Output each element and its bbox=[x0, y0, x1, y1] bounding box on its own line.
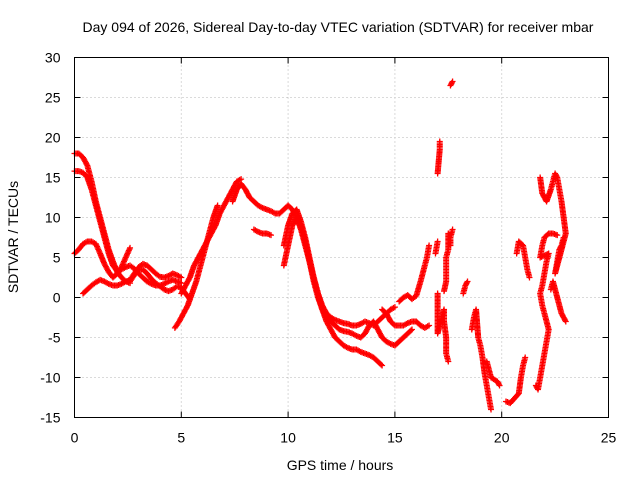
chart-title: Day 094 of 2026, Sidereal Day-to-day VTE… bbox=[83, 19, 594, 35]
y-tick-label: 15 bbox=[45, 170, 61, 186]
x-tick-label: 10 bbox=[280, 430, 296, 446]
data-point bbox=[214, 202, 221, 209]
data-point-fill bbox=[553, 173, 560, 180]
y-tick-label: 10 bbox=[45, 210, 61, 226]
y-tick-label: 30 bbox=[45, 50, 61, 66]
data-point bbox=[379, 362, 386, 369]
data-point-fill bbox=[186, 275, 193, 282]
data-point-fill bbox=[378, 361, 385, 368]
data-point bbox=[426, 322, 433, 329]
data-point bbox=[426, 242, 433, 249]
x-tick-label: 25 bbox=[601, 430, 617, 446]
data-point bbox=[408, 326, 415, 333]
data-point-fill bbox=[183, 303, 190, 310]
series-track-l bbox=[379, 306, 433, 331]
data-point bbox=[434, 238, 441, 245]
data-point bbox=[496, 382, 503, 389]
series-track-g bbox=[178, 176, 245, 297]
data-point-fill bbox=[211, 223, 218, 230]
data-point bbox=[464, 278, 471, 285]
data-point bbox=[445, 358, 452, 365]
y-tick-label: 20 bbox=[45, 130, 61, 146]
x-axis-label: GPS time / hours bbox=[287, 457, 394, 473]
data-point-fill bbox=[557, 243, 564, 250]
y-tick-label: -10 bbox=[40, 370, 60, 386]
data-point bbox=[449, 226, 456, 233]
data-point bbox=[178, 274, 185, 281]
data-point-fill bbox=[562, 317, 569, 324]
data-point bbox=[560, 234, 567, 241]
y-tick-label: -15 bbox=[40, 410, 60, 426]
series-track-c bbox=[71, 238, 134, 281]
data-point-fill bbox=[83, 161, 90, 168]
data-point bbox=[522, 354, 529, 361]
data-point bbox=[449, 78, 456, 85]
y-axis-label: SDTVAR / TECUs bbox=[5, 181, 21, 293]
y-tick-label: 25 bbox=[45, 90, 61, 106]
x-tick-label: 5 bbox=[177, 430, 185, 446]
series-track-k bbox=[280, 206, 415, 349]
data-point bbox=[268, 232, 275, 239]
series-track-f bbox=[171, 202, 221, 331]
x-tick-label: 15 bbox=[387, 430, 403, 446]
series-scatter-20to23 bbox=[502, 170, 569, 407]
x-tick-label: 20 bbox=[494, 430, 510, 446]
data-points bbox=[71, 78, 569, 413]
data-point bbox=[526, 274, 533, 281]
data-point bbox=[391, 304, 398, 311]
data-point bbox=[488, 406, 495, 413]
data-point bbox=[562, 318, 569, 325]
data-point bbox=[127, 244, 134, 251]
series-track-i bbox=[250, 226, 275, 239]
data-point-fill bbox=[495, 381, 502, 388]
data-point bbox=[436, 138, 443, 145]
data-point-fill bbox=[448, 79, 455, 86]
y-tick-label: 5 bbox=[53, 250, 61, 266]
series-track-b bbox=[71, 168, 185, 289]
data-point-fill bbox=[463, 279, 470, 286]
x-tick-label: 0 bbox=[71, 430, 79, 446]
data-point-fill bbox=[407, 327, 414, 334]
y-tick-label: 0 bbox=[53, 290, 61, 306]
series-scatter-17to19 bbox=[432, 78, 503, 413]
series-track-m bbox=[396, 242, 433, 305]
data-point bbox=[554, 232, 561, 239]
plot-frame bbox=[74, 57, 609, 418]
y-tick-label: -5 bbox=[48, 330, 61, 346]
